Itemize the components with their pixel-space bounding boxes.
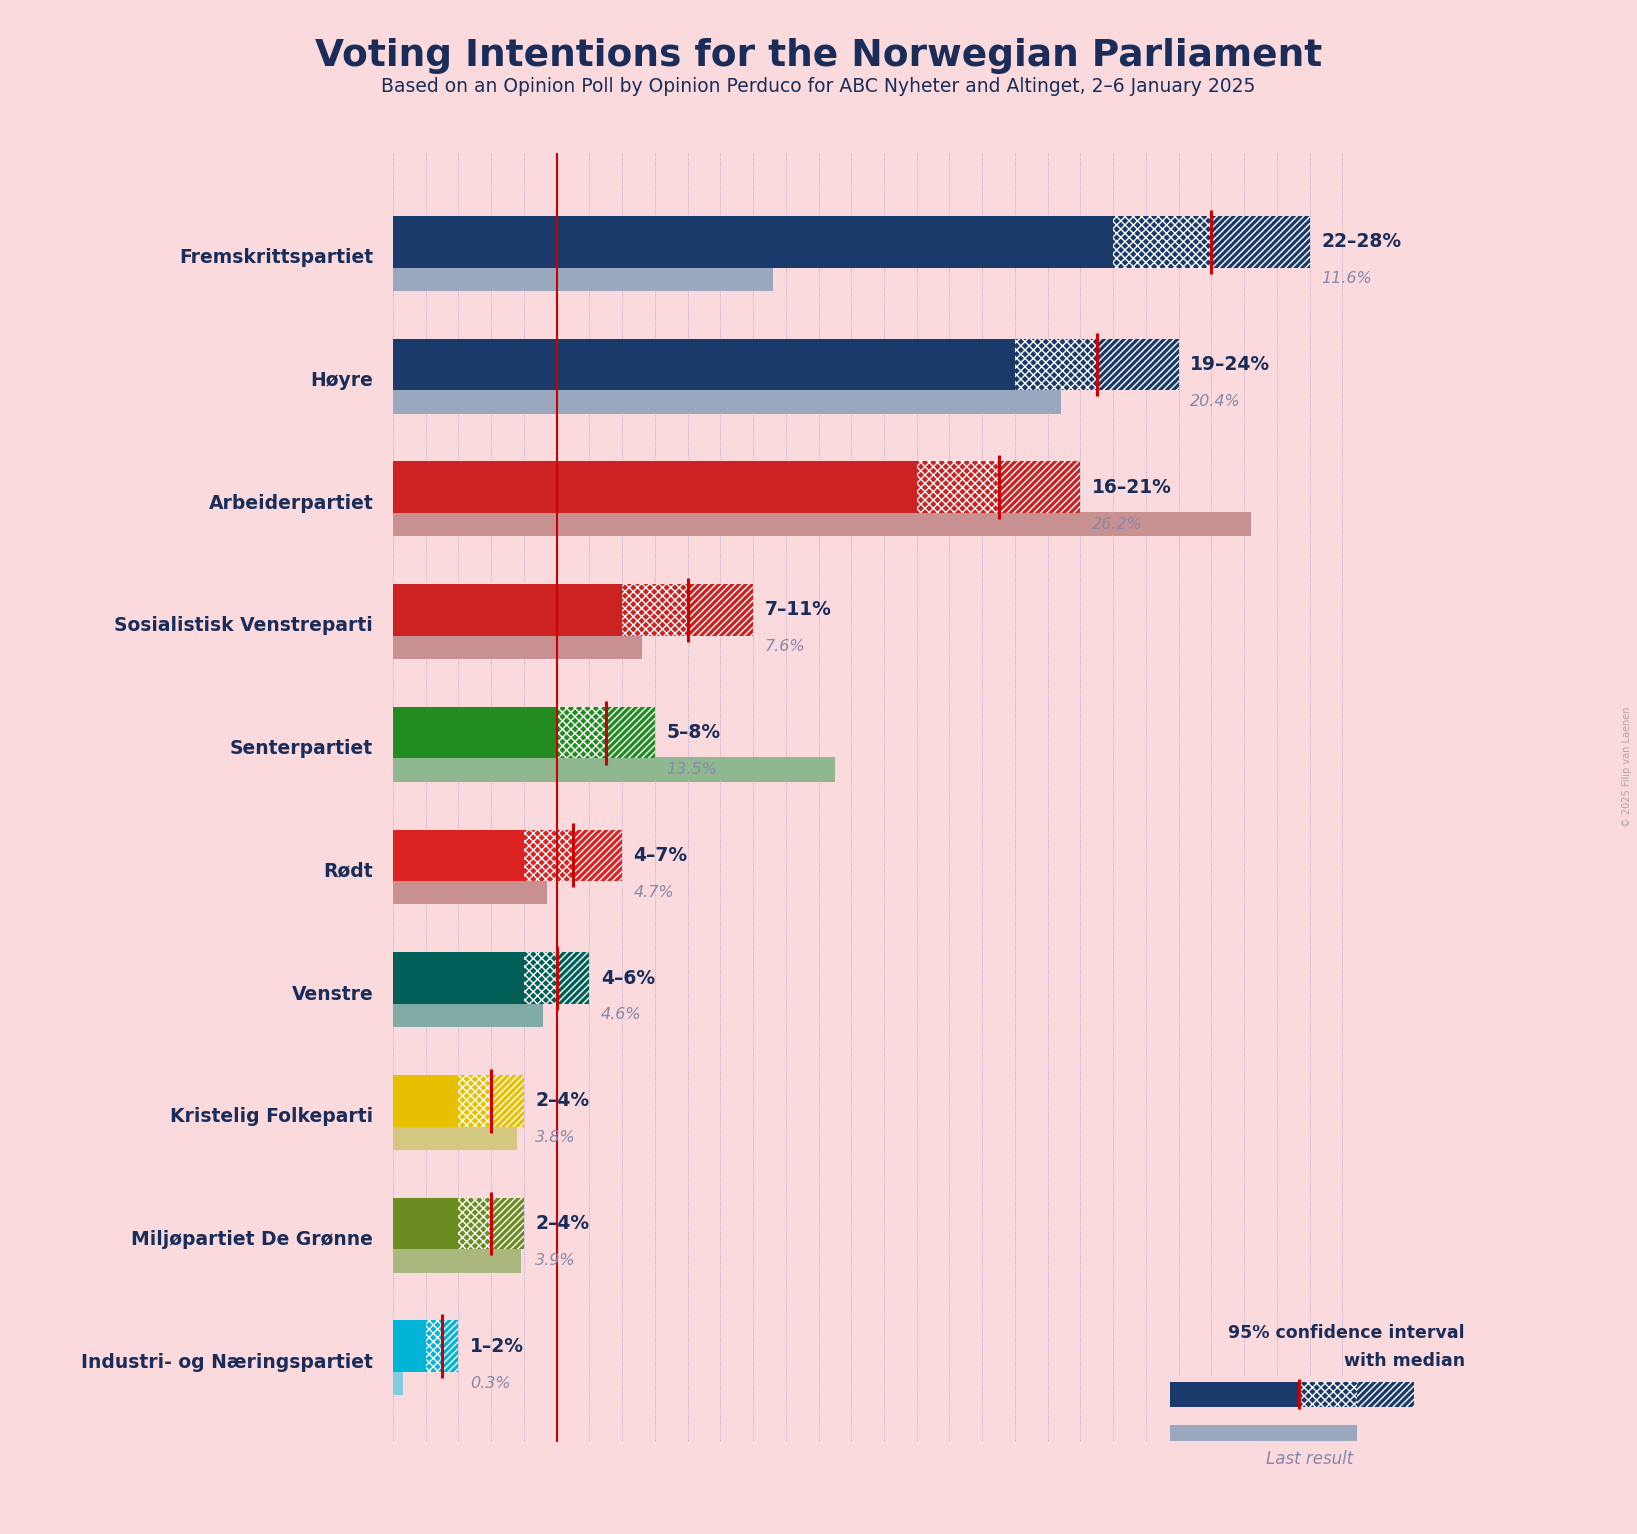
Text: 22–28%: 22–28% — [1321, 232, 1401, 252]
Bar — [524, 830, 573, 881]
Text: Sosialistisk Venstreparti: Sosialistisk Venstreparti — [115, 617, 373, 635]
Bar — [1113, 216, 1211, 267]
Bar — [393, 462, 917, 512]
Bar — [1357, 1382, 1414, 1407]
Text: Venstre: Venstre — [291, 985, 373, 1003]
Text: with median: with median — [1344, 1351, 1465, 1370]
Bar — [393, 1075, 458, 1126]
Bar — [393, 216, 1113, 267]
Text: 3.9%: 3.9% — [535, 1253, 576, 1267]
Bar — [393, 881, 547, 905]
Text: Last result: Last result — [1265, 1450, 1354, 1468]
Text: 0.3%: 0.3% — [470, 1376, 511, 1390]
Bar — [393, 339, 1015, 390]
Bar — [393, 1321, 426, 1371]
Bar — [1015, 339, 1097, 390]
Bar — [393, 707, 557, 758]
Bar — [557, 707, 606, 758]
Bar — [393, 758, 835, 782]
Bar — [573, 830, 622, 881]
Text: Arbeiderpartiet: Arbeiderpartiet — [208, 494, 373, 512]
Text: 20.4%: 20.4% — [1190, 394, 1241, 408]
Bar — [393, 635, 642, 660]
Text: 1–2%: 1–2% — [470, 1336, 524, 1356]
Text: Kristelig Folkeparti: Kristelig Folkeparti — [170, 1108, 373, 1126]
Text: 5–8%: 5–8% — [666, 723, 720, 742]
Text: 4–6%: 4–6% — [601, 968, 655, 988]
Text: 26.2%: 26.2% — [1092, 517, 1143, 531]
Bar — [1211, 216, 1310, 267]
Bar — [393, 1198, 458, 1249]
Bar — [622, 584, 688, 635]
Bar — [491, 1075, 524, 1126]
Bar — [393, 512, 1251, 537]
Text: Based on an Opinion Poll by Opinion Perduco for ABC Nyheter and Altinget, 2–6 Ja: Based on an Opinion Poll by Opinion Perd… — [381, 77, 1256, 95]
Text: Fremskrittspartiet: Fremskrittspartiet — [178, 249, 373, 267]
Bar — [426, 1321, 442, 1371]
Text: © 2025 Filip van Laenen: © 2025 Filip van Laenen — [1622, 707, 1632, 827]
Bar — [458, 1075, 491, 1126]
Text: 95% confidence interval: 95% confidence interval — [1228, 1324, 1465, 1342]
Bar — [606, 707, 655, 758]
Text: 7–11%: 7–11% — [764, 600, 832, 620]
Text: Rødt: Rødt — [324, 862, 373, 881]
Text: 2–4%: 2–4% — [535, 1091, 589, 1111]
Text: Høyre: Høyre — [311, 371, 373, 390]
Bar — [557, 953, 589, 1003]
Text: 7.6%: 7.6% — [764, 640, 805, 653]
Bar — [393, 830, 524, 881]
Text: Industri- og Næringspartiet: Industri- og Næringspartiet — [82, 1353, 373, 1371]
Bar — [393, 1126, 517, 1150]
Bar — [393, 267, 773, 291]
Text: 3.8%: 3.8% — [535, 1131, 576, 1144]
Bar — [1300, 1382, 1357, 1407]
Text: Miljøpartiet De Grønne: Miljøpartiet De Grønne — [131, 1230, 373, 1249]
Bar — [458, 1198, 491, 1249]
Text: 11.6%: 11.6% — [1321, 272, 1372, 285]
Text: 4–7%: 4–7% — [634, 845, 688, 865]
Text: Voting Intentions for the Norwegian Parliament: Voting Intentions for the Norwegian Parl… — [314, 38, 1323, 74]
Bar — [1170, 1382, 1300, 1407]
Text: 2–4%: 2–4% — [535, 1213, 589, 1233]
Text: 13.5%: 13.5% — [666, 762, 717, 776]
Bar — [688, 584, 753, 635]
Bar — [393, 1371, 403, 1396]
Bar — [393, 1249, 521, 1273]
Bar — [917, 462, 999, 512]
Bar — [393, 584, 622, 635]
Bar — [524, 953, 557, 1003]
Bar — [999, 462, 1080, 512]
Text: 19–24%: 19–24% — [1190, 354, 1270, 374]
Bar — [1170, 1425, 1357, 1440]
Bar — [1097, 339, 1179, 390]
Bar — [442, 1321, 458, 1371]
Text: 4.7%: 4.7% — [634, 885, 674, 899]
Text: 16–21%: 16–21% — [1092, 477, 1172, 497]
Bar — [393, 1003, 543, 1028]
Bar — [393, 390, 1061, 414]
Bar — [393, 953, 524, 1003]
Text: 4.6%: 4.6% — [601, 1008, 642, 1022]
Bar — [491, 1198, 524, 1249]
Text: Senterpartiet: Senterpartiet — [231, 739, 373, 758]
